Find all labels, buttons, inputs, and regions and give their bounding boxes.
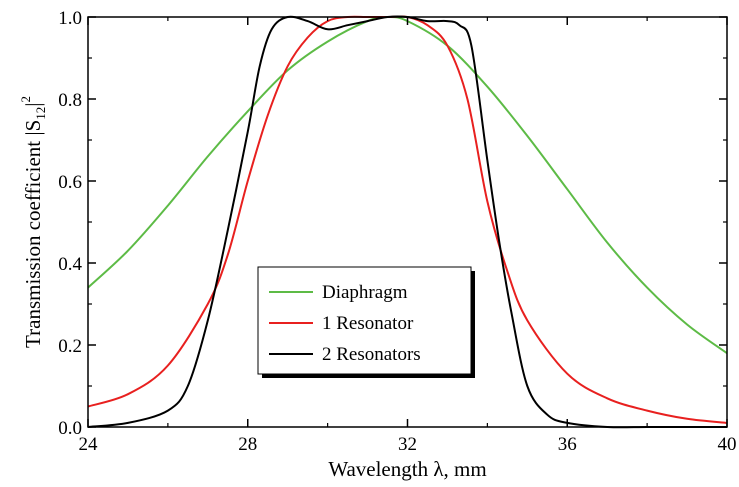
y-axis-label-main: Transmission coefficient |S	[21, 120, 45, 348]
y-axis-label: Transmission coefficient |S12|2	[18, 96, 48, 348]
y-tick-label: 0.0	[58, 418, 82, 439]
x-tick-label: 40	[718, 434, 737, 455]
legend-label-2: 1 Resonator	[322, 313, 414, 334]
legend-label-1: Diaphragm	[322, 282, 408, 303]
y-tick-label: 1.0	[58, 8, 82, 29]
y-axis-label-superscript: 2	[18, 96, 33, 103]
y-axis-label-subscript: 12	[33, 107, 48, 120]
y-tick-label: 0.6	[58, 172, 82, 193]
legend-items: Diaphragm 1 Resonator 2 Resonators	[269, 282, 421, 365]
x-tick-label: 36	[558, 434, 577, 455]
y-tick-label: 0.8	[58, 90, 82, 111]
legend-label-3: 2 Resonators	[322, 344, 421, 365]
x-tick-label: 32	[398, 434, 417, 455]
legend: Diaphragm 1 Resonator 2 Resonators	[257, 266, 475, 378]
y-tick-label: 0.2	[58, 336, 82, 357]
tick-labels: 24 28 32 36 40 0.0 0.2 0.4 0.6 0.8 1.0	[58, 8, 736, 455]
x-axis-label: Wavelength λ, mm	[328, 457, 486, 481]
axis-ticks	[87, 16, 728, 428]
y-tick-label: 0.4	[58, 254, 82, 275]
x-tick-label: 24	[79, 434, 99, 455]
legend-box	[257, 266, 472, 375]
y-axis-label-close: |	[21, 103, 45, 107]
x-tick-label: 28	[238, 434, 257, 455]
